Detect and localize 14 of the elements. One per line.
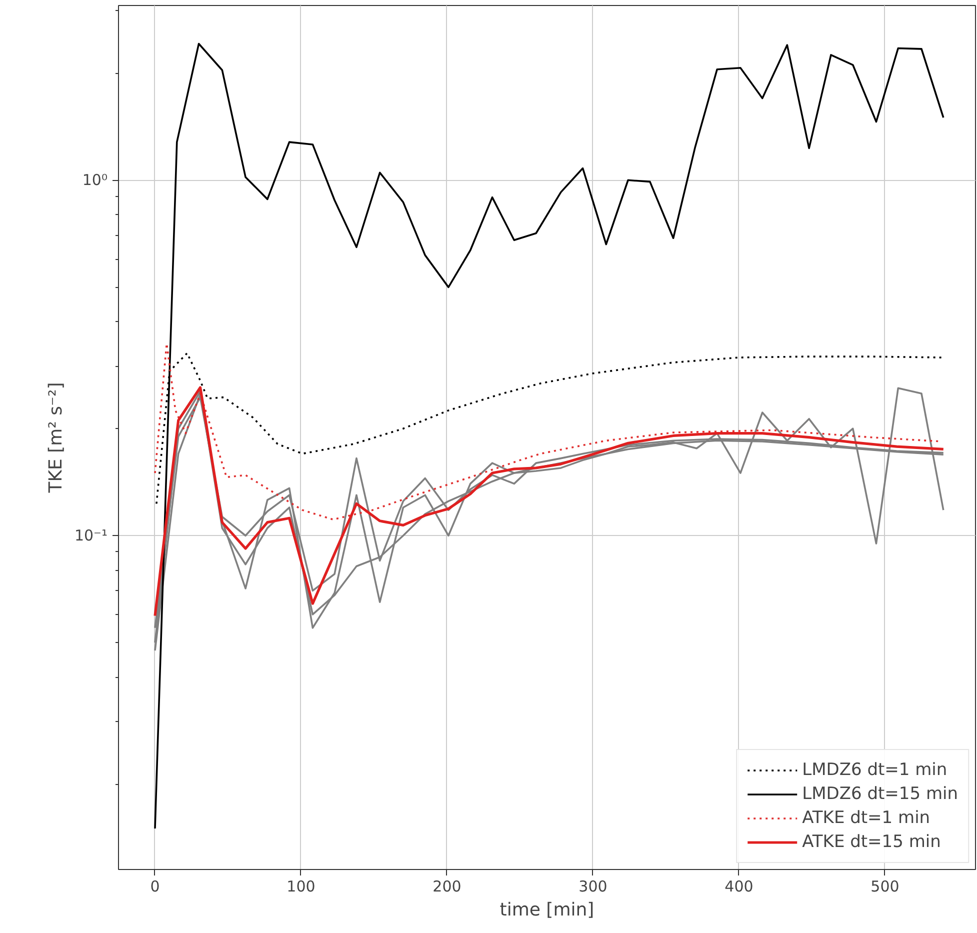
x-tick-label: 400: [724, 878, 754, 896]
x-axis-title: time [min]: [500, 900, 594, 920]
x-tick-label: 100: [286, 878, 316, 896]
x-tick-label: 300: [578, 878, 608, 896]
legend-label: ATKE dt=1 min: [802, 808, 930, 828]
y-tick-label: 10⁻¹: [74, 526, 108, 545]
legend-label: ATKE dt=15 min: [802, 832, 941, 852]
x-tick-label: 500: [870, 878, 900, 896]
legend-label: LMDZ6 dt=15 min: [802, 784, 958, 804]
x-tick-label: 0: [150, 878, 160, 896]
x-tick-label: 200: [432, 878, 462, 896]
y-tick-label: 10⁰: [82, 171, 108, 190]
legend-label: LMDZ6 dt=1 min: [802, 760, 948, 780]
y-axis-title: TKE [m² s⁻²]: [45, 382, 66, 494]
